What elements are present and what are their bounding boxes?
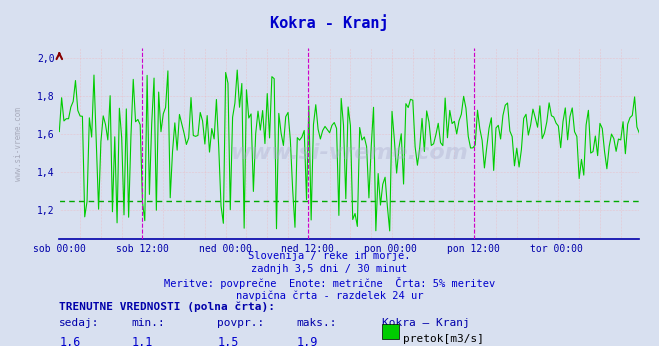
Text: www.si-vreme.com: www.si-vreme.com	[231, 143, 468, 163]
Text: zadnjh 3,5 dni / 30 minut: zadnjh 3,5 dni / 30 minut	[251, 264, 408, 274]
Text: Slovenija / reke in morje.: Slovenija / reke in morje.	[248, 251, 411, 261]
Text: TRENUTNE VREDNOSTI (polna črta):: TRENUTNE VREDNOSTI (polna črta):	[59, 301, 275, 311]
Text: povpr.:: povpr.:	[217, 318, 265, 328]
Text: maks.:: maks.:	[297, 318, 337, 328]
Text: Kokra - Kranj: Kokra - Kranj	[270, 14, 389, 31]
Text: 1,9: 1,9	[297, 336, 318, 346]
Text: www.si-vreme.com: www.si-vreme.com	[14, 107, 23, 181]
Text: navpična črta - razdelek 24 ur: navpična črta - razdelek 24 ur	[236, 290, 423, 301]
Text: Meritve: povprečne  Enote: metrične  Črta: 5% meritev: Meritve: povprečne Enote: metrične Črta:…	[164, 277, 495, 289]
Text: sedaj:: sedaj:	[59, 318, 100, 328]
Text: 1,5: 1,5	[217, 336, 239, 346]
Text: min.:: min.:	[132, 318, 165, 328]
Text: pretok[m3/s]: pretok[m3/s]	[403, 334, 484, 344]
Text: Kokra – Kranj: Kokra – Kranj	[382, 318, 470, 328]
Text: 1,1: 1,1	[132, 336, 153, 346]
Text: 1,6: 1,6	[59, 336, 80, 346]
